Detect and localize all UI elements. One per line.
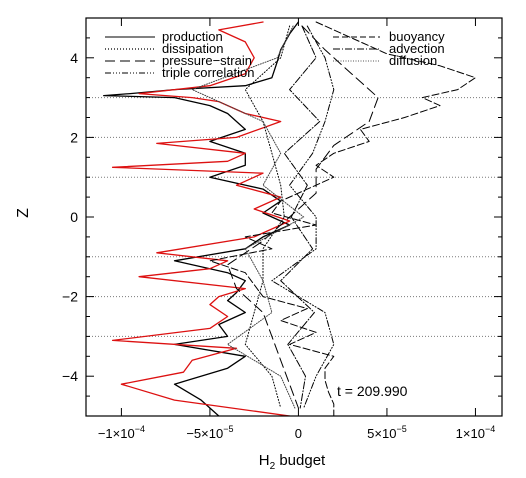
legend-item-production: production	[105, 29, 223, 44]
series-line-buoyancy	[209, 21, 476, 416]
x-tick-label: −5×10−5	[186, 424, 233, 441]
x-tick-label: 0	[295, 426, 302, 441]
series-line-dissipation	[244, 25, 291, 409]
legend-item-pressure-strain: pressure−strain	[105, 53, 252, 68]
legend-label-advection: advection	[389, 41, 445, 56]
series-layer	[103, 21, 476, 416]
x-axis-label-subscript: 2	[270, 461, 276, 472]
x-tick-exponent: −4	[135, 424, 145, 434]
y-tick-label: −4	[62, 368, 78, 384]
legend-label-diffusion: diffusion	[389, 53, 437, 68]
legend-label-dissipation: dissipation	[162, 41, 223, 56]
y-tick-label: 2	[70, 129, 78, 145]
x-axis-label: H2 budget	[259, 452, 326, 472]
series-line-advection	[280, 25, 321, 409]
series-line-diffusion	[191, 25, 305, 409]
y-axis-label: Z	[15, 208, 32, 218]
legend-item-diffusion: diffusion	[333, 53, 437, 68]
y-tick-label: 4	[70, 50, 78, 66]
time-annotation: t = 209.990	[337, 383, 408, 399]
legend: production dissipation pressure−strain t…	[105, 29, 445, 80]
x-tick-exponent: −5	[396, 424, 406, 434]
y-tick-label: 0	[70, 209, 78, 225]
x-tick-label: −1×10−4	[98, 424, 145, 441]
x-axis-label-symbol: H	[259, 452, 270, 469]
series-line-pressure-strain	[227, 25, 379, 409]
legend-item-dissipation: dissipation	[105, 41, 223, 56]
x-tick-exponent: −5	[223, 424, 233, 434]
legend-item-advection: advection	[333, 41, 445, 56]
series-line-triple-correlation	[271, 25, 335, 409]
x-axis-label-text: budget	[275, 452, 326, 469]
x-tick-exponent: −4	[485, 424, 495, 434]
legend-item-buoyancy: buoyancy	[333, 29, 445, 44]
legend-label-production: production	[162, 29, 223, 44]
legend-label-pressure-strain: pressure−strain	[162, 53, 252, 68]
legend-label-buoyancy: buoyancy	[389, 29, 445, 44]
series-line-production-red	[111, 21, 291, 416]
legend-label-triple-correlation: triple correlation	[162, 65, 255, 80]
legend-item-triple-correlation: triple correlation	[105, 65, 255, 80]
y-tick-label: −2	[62, 289, 78, 305]
